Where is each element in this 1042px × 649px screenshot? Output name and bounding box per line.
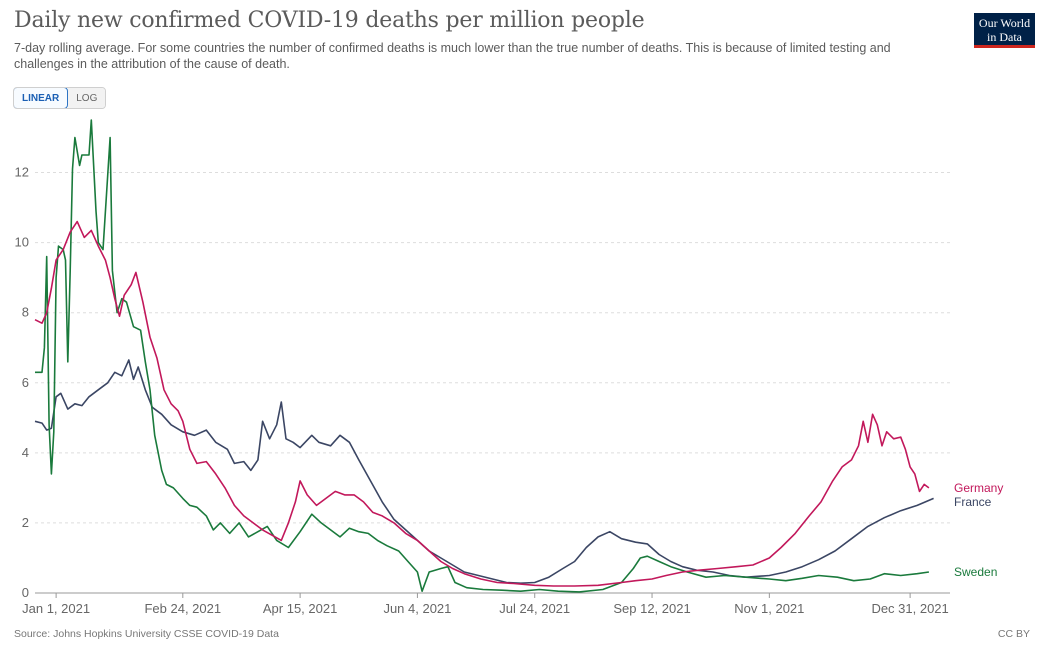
series-label-france: France [954, 495, 992, 509]
y-tick-label: 2 [22, 515, 29, 530]
linear-scale-button[interactable]: LINEAR [14, 88, 69, 108]
log-scale-button[interactable]: LOG [68, 88, 106, 108]
chart-title: Daily new confirmed COVID-19 deaths per … [14, 8, 645, 33]
series-line-sweden[interactable] [35, 119, 930, 593]
chart-gridlines [35, 172, 950, 524]
series-line-germany[interactable] [34, 220, 930, 587]
x-tick-label: Feb 24, 2021 [144, 601, 221, 616]
x-tick-label: Jul 24, 2021 [499, 601, 570, 616]
x-tick-label: Jun 4, 2021 [383, 601, 451, 616]
x-tick-label: Jan 1, 2021 [22, 601, 90, 616]
y-tick-label: 8 [22, 305, 29, 320]
y-tick-label: 6 [22, 375, 29, 390]
scale-toggle: LINEAR LOG [13, 87, 107, 109]
x-axis: Jan 1, 2021 Feb 24, 2021 Apr 15, 2021 Jun 4… [22, 592, 950, 616]
series-label-germany: Germany [954, 481, 1003, 495]
chart-subtitle: 7-day rolling average. For some countrie… [14, 41, 891, 71]
x-tick-label: Apr 15, 2021 [263, 601, 337, 616]
series-line-france[interactable] [34, 359, 934, 584]
logo-line-1: Our World [978, 16, 1031, 30]
source-note: Source: Johns Hopkins University CSSE CO… [14, 628, 279, 640]
license-link[interactable]: CC BY [997, 628, 1030, 640]
y-axis: 0 2 4 6 8 10 12 [15, 165, 29, 600]
y-tick-label: 4 [22, 445, 29, 460]
y-tick-label: 10 [15, 235, 29, 250]
x-tick-label: Sep 12, 2021 [613, 601, 690, 616]
x-tick-label: Nov 1, 2021 [734, 601, 804, 616]
x-tick-label: Dec 31, 2021 [871, 601, 948, 616]
y-tick-label: 0 [22, 585, 29, 600]
chart-series [34, 119, 934, 593]
owid-logo[interactable]: Our World in Data [974, 13, 1035, 48]
series-label-sweden: Sweden [954, 565, 997, 579]
logo-line-2: in Data [987, 30, 1022, 44]
y-tick-label: 12 [15, 165, 29, 180]
